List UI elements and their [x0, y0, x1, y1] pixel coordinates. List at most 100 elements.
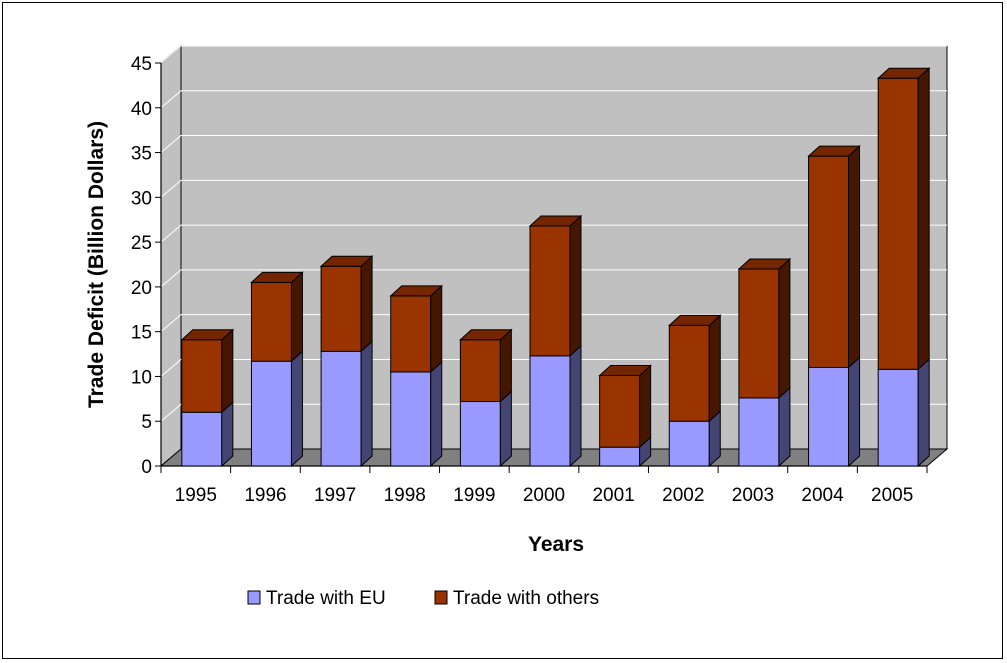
legend-label: Trade with EU — [266, 588, 386, 609]
x-tick-label: 2005 — [871, 485, 913, 506]
gridline — [160, 269, 947, 288]
x-tick-label: 2000 — [523, 485, 565, 506]
bar-side — [569, 214, 582, 357]
x-axis: 1995 1996 1997 1998 1999 2000 2001 2002 2003 2004… — [160, 465, 928, 506]
x-tick-label: 2003 — [732, 485, 774, 506]
bar-eu-1996 — [250, 350, 303, 468]
y-axis: 0 5 10 15 20 25 30 35 40 45 — [131, 54, 162, 478]
y-tick-label: 15 — [131, 323, 152, 344]
bar-side — [360, 255, 373, 353]
legend-item-others: Trade with others — [434, 588, 599, 609]
gridline — [160, 90, 947, 109]
y-tick-label: 30 — [131, 188, 152, 209]
bar-front — [668, 324, 710, 422]
bar-others-1997 — [319, 255, 374, 353]
bar-others-2005 — [876, 67, 931, 371]
bar-side — [917, 358, 930, 468]
bar-side — [499, 328, 512, 403]
bar-front — [877, 368, 919, 467]
bar-others-2002 — [667, 314, 722, 423]
bar-side — [708, 314, 721, 423]
x-tick-label: 1999 — [453, 485, 495, 506]
bar-top — [528, 215, 583, 227]
y-tick-label: 5 — [141, 412, 152, 433]
y-tick-label: 40 — [131, 99, 152, 120]
bar-side — [848, 145, 861, 369]
legend-label: Trade with others — [453, 588, 599, 609]
x-tick-label: 2001 — [592, 485, 634, 506]
x-tick-label: 1996 — [244, 485, 286, 506]
bar-front — [459, 401, 501, 467]
gridline — [160, 314, 947, 333]
bar-others-2001 — [598, 364, 652, 449]
bar-top — [389, 285, 444, 297]
bar-front — [250, 281, 292, 362]
bar-top — [737, 258, 792, 270]
bar-eu-1999 — [459, 390, 512, 468]
bars — [180, 67, 931, 468]
x-tick-label: 1998 — [384, 485, 426, 506]
bar-side — [290, 271, 303, 363]
bar-front — [390, 371, 432, 467]
x-tick-label: 2004 — [801, 485, 844, 506]
bar-side — [290, 350, 303, 468]
bar-top — [598, 365, 652, 377]
bar-front — [738, 268, 780, 399]
side-wall — [160, 44, 182, 468]
x-tick-label: 2002 — [662, 485, 704, 506]
x-tick-label: 1995 — [175, 485, 217, 506]
bar-side — [917, 67, 930, 371]
bar-front — [320, 350, 362, 467]
gridline — [160, 224, 947, 243]
bar-front — [250, 360, 292, 467]
gridline — [160, 135, 947, 153]
y-tick-label: 10 — [131, 367, 152, 388]
bar-side — [848, 356, 861, 468]
bar-side — [360, 340, 373, 468]
bar-front — [599, 375, 641, 448]
bar-others-1999 — [459, 328, 513, 403]
y-tick-label: 35 — [131, 144, 152, 165]
bar-side — [639, 364, 652, 449]
bar-side — [569, 344, 582, 468]
bar-top — [667, 314, 722, 326]
bar-eu-1997 — [320, 340, 373, 468]
bar-front — [877, 77, 919, 370]
bar-eu-1998 — [390, 360, 443, 468]
bar-eu-2005 — [877, 358, 930, 468]
bar-front — [459, 339, 501, 403]
bar-front — [181, 339, 223, 413]
bar-side — [221, 401, 234, 468]
bar-eu-2004 — [808, 356, 861, 468]
bar-side — [778, 257, 791, 400]
bar-others-1995 — [180, 328, 235, 414]
bar-front — [320, 265, 362, 352]
bar-side — [499, 390, 512, 468]
legend-swatch — [247, 590, 261, 605]
y-tick-label: 25 — [131, 233, 152, 254]
y-tick-label: 45 — [131, 54, 152, 75]
y-tick-label: 0 — [141, 457, 152, 478]
bar-side — [221, 328, 234, 414]
bar-top — [807, 145, 861, 157]
bar-front — [390, 295, 432, 373]
bar-others-1996 — [250, 271, 304, 363]
bar-side — [430, 360, 443, 468]
bar-front — [529, 225, 571, 357]
bar-front — [738, 397, 780, 467]
y-axis-title: Trade Deficit (Billion Dollars) — [85, 121, 108, 408]
bar-front — [808, 155, 850, 368]
legend-item-eu: Trade with EU — [247, 588, 386, 609]
bar-top — [180, 329, 235, 341]
bar-side — [430, 284, 443, 374]
bar-front — [181, 411, 223, 467]
bar-front — [808, 366, 850, 467]
legend: Trade with EU Trade with others — [247, 588, 599, 609]
bar-front — [599, 446, 641, 467]
bar-top — [876, 67, 931, 79]
x-tick-label: 1997 — [314, 485, 356, 506]
bar-top — [459, 329, 513, 341]
legend-swatch — [434, 590, 448, 605]
bar-top — [319, 255, 374, 267]
